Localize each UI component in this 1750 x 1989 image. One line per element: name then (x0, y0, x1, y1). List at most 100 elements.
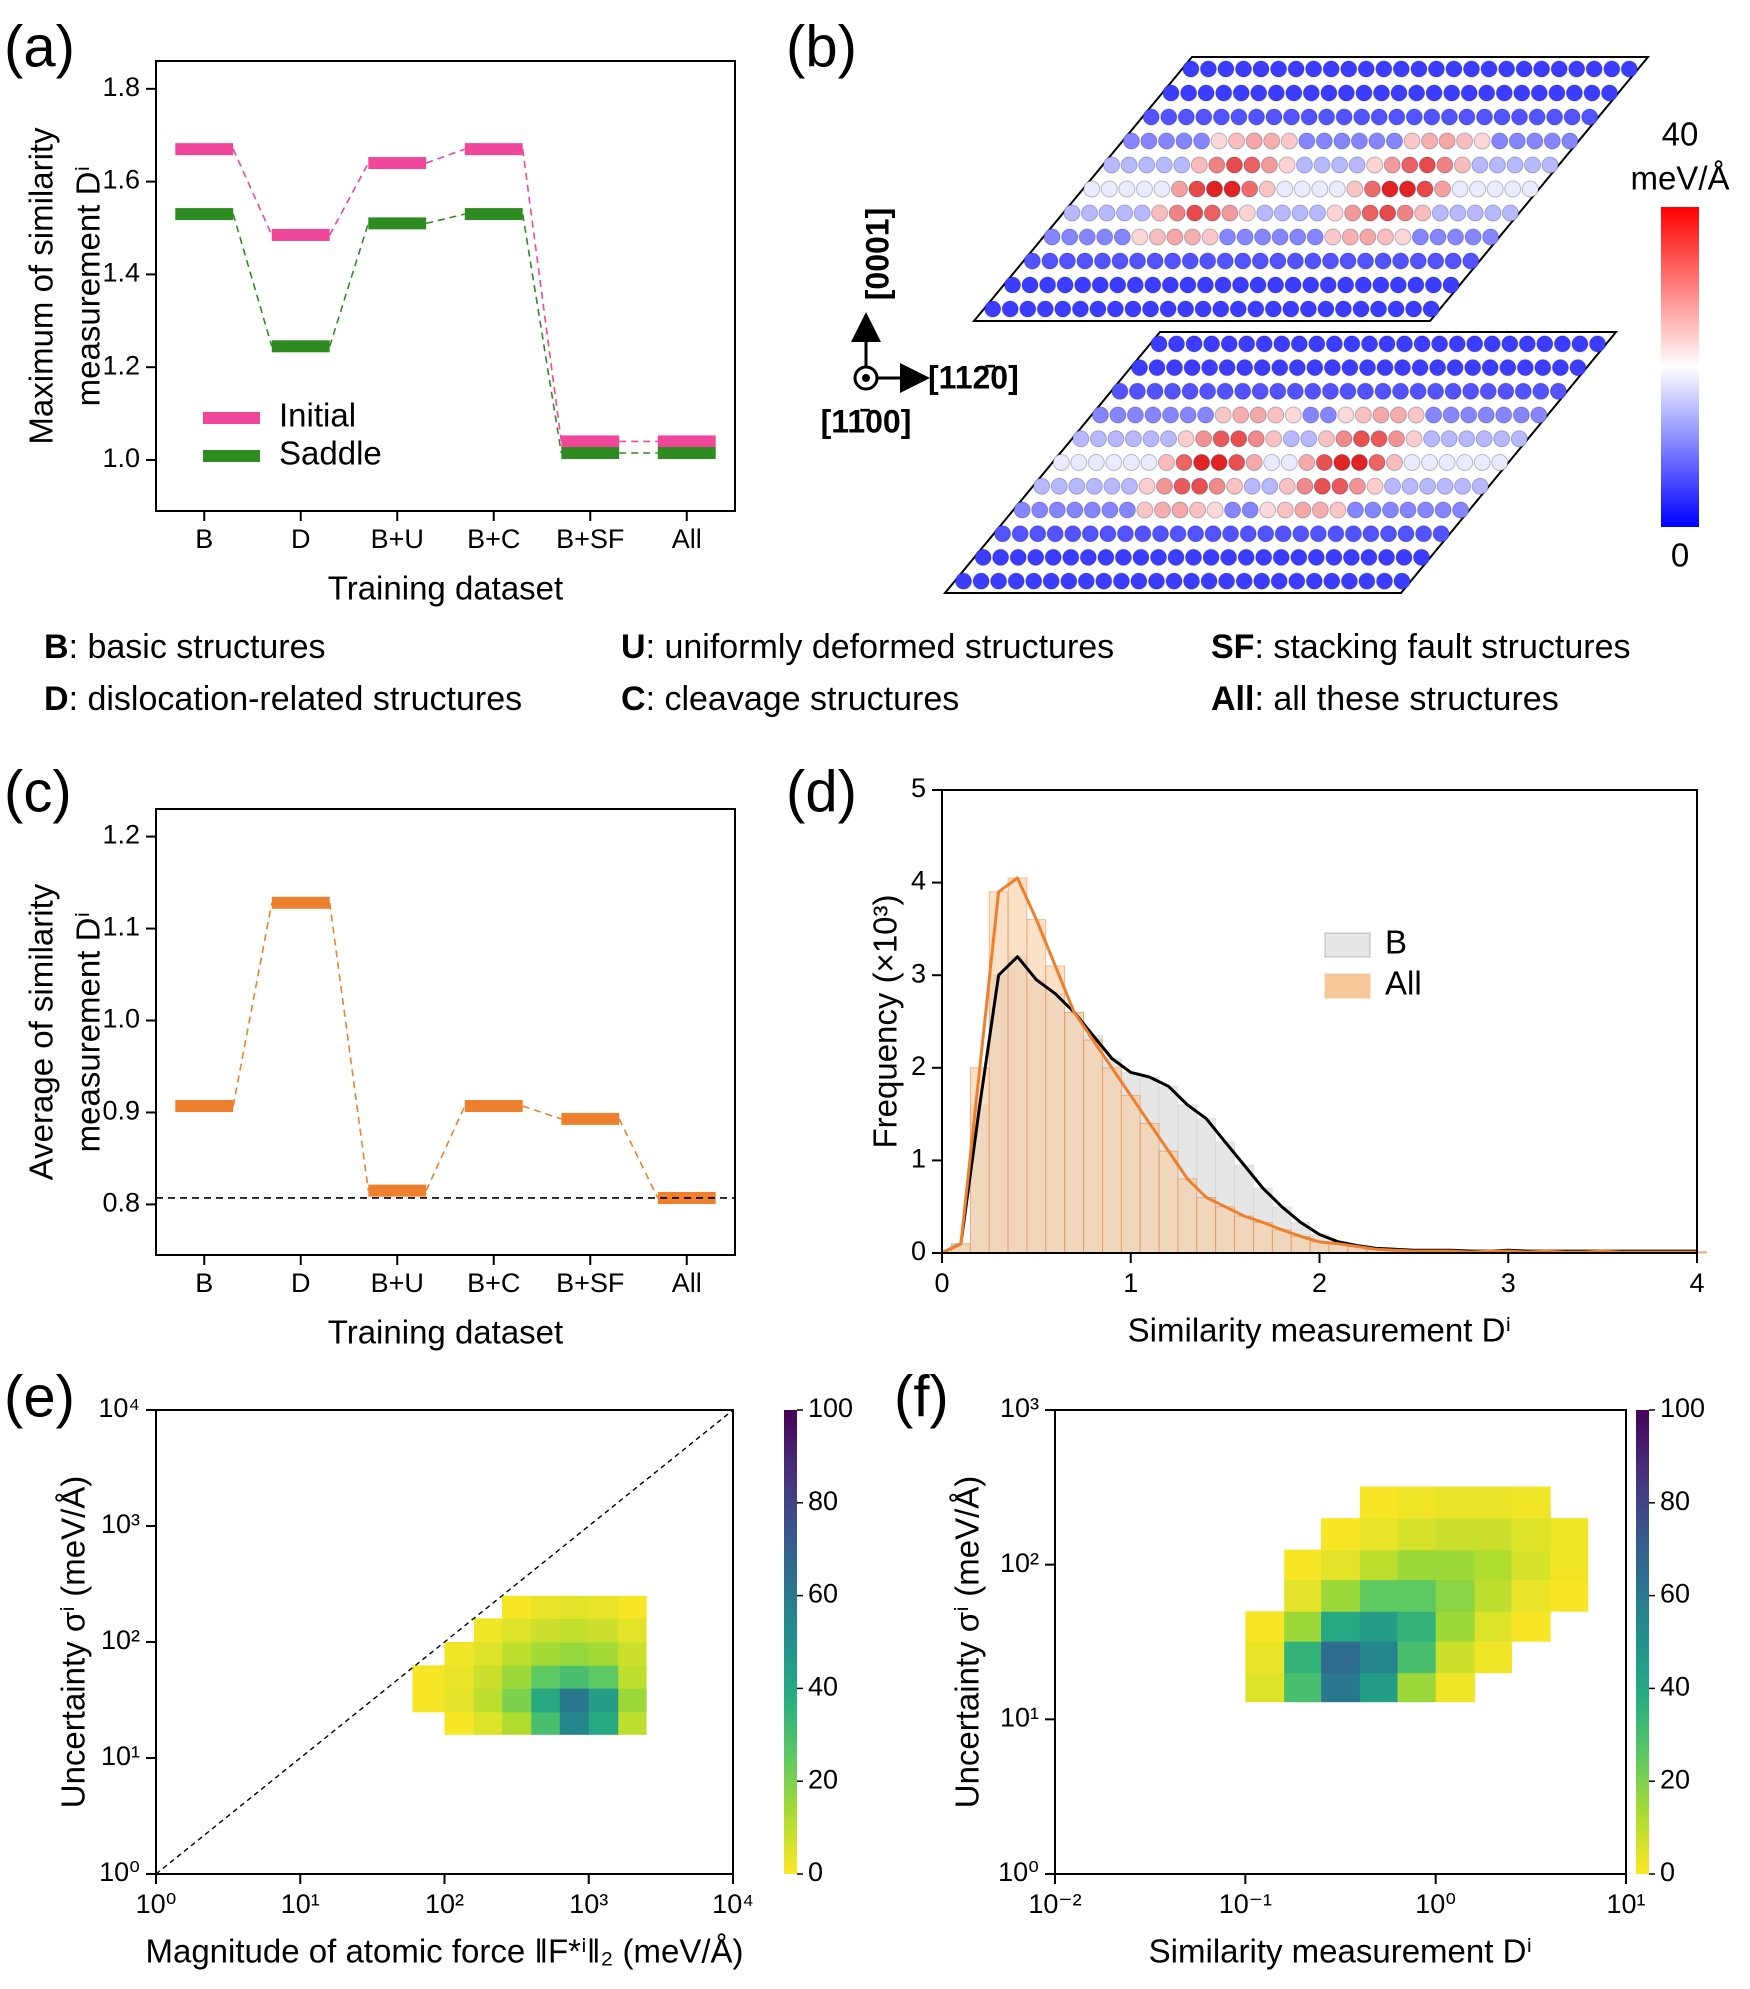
atom (1569, 359, 1587, 377)
atom (1263, 132, 1281, 150)
atom (1499, 359, 1517, 377)
atom (1098, 204, 1116, 222)
atom (1382, 501, 1399, 519)
connector (328, 162, 370, 236)
atom (1076, 252, 1094, 270)
atom (1124, 300, 1142, 318)
atom (1363, 180, 1381, 198)
atom (1177, 300, 1195, 318)
connector (426, 213, 465, 225)
connector (328, 902, 370, 1191)
atom (1273, 204, 1291, 222)
atom (1546, 108, 1564, 126)
atom (1466, 204, 1484, 222)
atom (1403, 132, 1421, 150)
heatmap-cell (501, 1665, 532, 1689)
atom (1302, 406, 1320, 424)
atom (1359, 228, 1377, 246)
note: B: basic structures (44, 628, 326, 666)
level-bar (561, 447, 620, 460)
structure-panel: (b) [0001] [112̄0] [11̄00] meV/Å (786, 14, 1730, 594)
atom (1226, 477, 1244, 495)
atom (1201, 359, 1219, 377)
atom (1222, 525, 1240, 543)
atom (1431, 335, 1449, 353)
atom (1319, 406, 1337, 424)
heatmap-cell (1474, 1641, 1512, 1674)
atom (1161, 276, 1179, 294)
atom (1360, 548, 1378, 566)
atom (1232, 84, 1250, 102)
atom (1048, 501, 1066, 519)
atom (1423, 108, 1441, 126)
atom (1370, 108, 1388, 126)
y-tick-label: 1.8 (102, 72, 140, 102)
atom (1337, 84, 1355, 102)
atom (1409, 382, 1427, 400)
atom (1282, 300, 1300, 318)
atom (1169, 525, 1187, 543)
colorbar-tick-label: 60 (808, 1579, 838, 1609)
heatmap-cell (1359, 1611, 1398, 1642)
atom (1326, 204, 1344, 222)
note-text: : uniformly deformed structures (646, 628, 1115, 666)
atom (1272, 548, 1290, 566)
x-tick-label: 3 (1501, 1268, 1516, 1298)
atom (1191, 477, 1209, 495)
y-axis-title: Maximum of similarity (23, 127, 60, 445)
atom (1321, 382, 1339, 400)
atom (1424, 276, 1442, 294)
atom (1214, 406, 1232, 424)
atom (1341, 359, 1359, 377)
heatmap-cell (1321, 1611, 1361, 1642)
atom (1497, 382, 1515, 400)
atom (1052, 454, 1070, 471)
y-tick-label: 0 (911, 1236, 926, 1266)
atom (1100, 180, 1118, 198)
atom (1261, 477, 1279, 495)
heatmap-cell (531, 1618, 561, 1643)
atom (1291, 204, 1309, 222)
atom (1419, 477, 1437, 495)
atom (1458, 108, 1476, 126)
atom (1232, 276, 1249, 294)
atom (1473, 132, 1491, 150)
atom (1421, 454, 1439, 471)
atom (1190, 156, 1208, 174)
y-tick-label: 1.4 (102, 258, 140, 288)
atom (1153, 180, 1171, 198)
panel-letter: (b) (786, 14, 857, 79)
y-tick-label: 1 (911, 1144, 926, 1174)
plot-frame (155, 60, 736, 512)
x-tick-label: 10¹ (281, 1889, 320, 1919)
atom (1111, 252, 1129, 270)
atom (1218, 359, 1236, 377)
atom (1506, 156, 1524, 174)
atom (1513, 84, 1531, 102)
atom (1269, 252, 1287, 270)
atom (1299, 300, 1317, 318)
atom (1208, 156, 1226, 174)
atom (1534, 359, 1552, 377)
atom (1142, 108, 1160, 126)
atom (1148, 228, 1166, 246)
atom (1343, 335, 1361, 353)
atom (1126, 276, 1144, 294)
atom (1475, 430, 1493, 448)
atom (1488, 156, 1506, 174)
heatmap-cell (473, 1665, 503, 1689)
atom (1335, 430, 1353, 448)
atom (1512, 406, 1530, 424)
legend-notes: B: basic structures U: uniformly deformed… (44, 628, 1631, 718)
atom (1046, 525, 1064, 543)
atom (1388, 108, 1406, 126)
atom (1154, 501, 1171, 519)
y-tick-label: 0.9 (102, 1096, 140, 1126)
atom (1508, 132, 1526, 150)
atom (1235, 572, 1253, 590)
atom (1096, 228, 1114, 246)
atom (1150, 335, 1168, 353)
atom (1323, 572, 1341, 590)
atom-slabs (942, 56, 1651, 594)
atom (1232, 406, 1250, 424)
